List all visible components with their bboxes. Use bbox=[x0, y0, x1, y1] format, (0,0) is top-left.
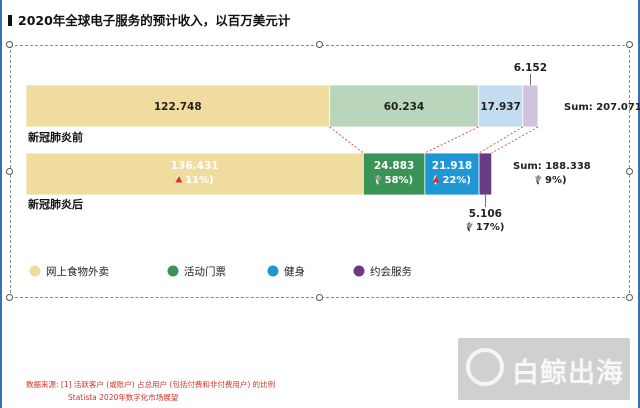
bar-segment-1-2 bbox=[424, 152, 480, 196]
bar-segment-0-2 bbox=[478, 84, 524, 128]
legend-marker-2 bbox=[267, 265, 279, 277]
footnote: 数据来源: [1] 活跃客户 (或账户) 占总用户 (包括付费和非付费用户) 的… bbox=[26, 378, 275, 404]
after-0-change-label: ( 11%) bbox=[176, 175, 214, 186]
value-label-before-0: 122.748 bbox=[154, 101, 202, 113]
footnote-line-2: Statista 2020年数字化市场展望 bbox=[68, 393, 179, 402]
legend-label-2: 健身 bbox=[284, 265, 305, 278]
resize-handle-middle-left[interactable] bbox=[6, 168, 13, 175]
bar-segment-0-1 bbox=[329, 84, 479, 128]
total-after-change-label: ( 9%) bbox=[535, 175, 566, 186]
bar-segment-0-0 bbox=[25, 84, 330, 128]
chart-title: 2020年全球电子服务的预计收入，以百万美元计 bbox=[8, 10, 290, 29]
whale-logo-icon bbox=[466, 348, 504, 386]
chart-title-text: 2020年全球电子服务的预计收入，以百万美元计 bbox=[18, 13, 291, 28]
legend-marker-1 bbox=[167, 265, 179, 277]
total-label-before: Sum: 207.071 bbox=[564, 102, 640, 113]
value-label-after-0: 136.431 bbox=[171, 160, 219, 172]
after-3-change-arrow-icon bbox=[466, 223, 474, 230]
value-label-after-1: 24.883 bbox=[374, 160, 415, 172]
value-label-after-3: 5.106 bbox=[469, 208, 502, 220]
bar-segment-1-0 bbox=[25, 152, 364, 196]
value-label-before-3: 6.152 bbox=[514, 62, 547, 74]
bar-segment-0-3 bbox=[522, 84, 539, 128]
category-label-1: 新冠肺炎后 bbox=[28, 197, 83, 211]
after-2-change-label: ( 22%) bbox=[433, 175, 471, 186]
total-after-change-arrow-icon bbox=[534, 176, 542, 183]
connector-line-2 bbox=[478, 126, 523, 154]
resize-handle-top-middle[interactable] bbox=[316, 41, 323, 48]
connector-line-1 bbox=[424, 126, 479, 154]
category-label-0: 新冠肺炎前 bbox=[28, 130, 83, 144]
resize-handle-middle-right[interactable] bbox=[626, 168, 633, 175]
bar-segment-1-1 bbox=[362, 152, 426, 196]
value-label-after-2: 21.918 bbox=[432, 160, 473, 172]
total-label-after: Sum: 188.338 bbox=[513, 161, 591, 172]
watermark: 白鲸出海 bbox=[458, 338, 630, 400]
resize-handle-bottom-left[interactable] bbox=[6, 294, 13, 301]
after-2-change-arrow-icon bbox=[432, 176, 440, 183]
after-1-change-arrow-icon bbox=[374, 176, 382, 183]
connector-line-3 bbox=[491, 126, 539, 154]
title-marker bbox=[8, 15, 12, 26]
connector-line-0 bbox=[329, 126, 364, 154]
bar-segment-1-3 bbox=[478, 152, 493, 196]
resize-handle-bottom-right[interactable] bbox=[626, 294, 633, 301]
after-1-change-label: ( 58%) bbox=[375, 175, 413, 186]
value-label-before-1: 60.234 bbox=[384, 101, 425, 113]
value-label-before-2: 17.937 bbox=[480, 101, 521, 113]
legend-marker-3 bbox=[353, 265, 365, 277]
legend-label-1: 活动门票 bbox=[184, 265, 226, 278]
resize-handle-top-right[interactable] bbox=[626, 41, 633, 48]
footnote-line-1: 数据来源: [1] 活跃客户 (或账户) 占总用户 (包括付费和非付费用户) 的… bbox=[26, 380, 276, 389]
resize-handle-top-left[interactable] bbox=[6, 41, 13, 48]
legend-label-0: 网上食物外卖 bbox=[46, 265, 109, 278]
after-0-change-arrow-icon bbox=[175, 176, 183, 183]
legend-label-3: 约会服务 bbox=[370, 265, 412, 278]
legend-marker-0 bbox=[29, 265, 41, 277]
resize-handle-bottom-middle[interactable] bbox=[316, 294, 323, 301]
watermark-text: 白鲸出海 bbox=[512, 358, 624, 389]
after-3-change-label: ( 17%) bbox=[466, 222, 504, 233]
